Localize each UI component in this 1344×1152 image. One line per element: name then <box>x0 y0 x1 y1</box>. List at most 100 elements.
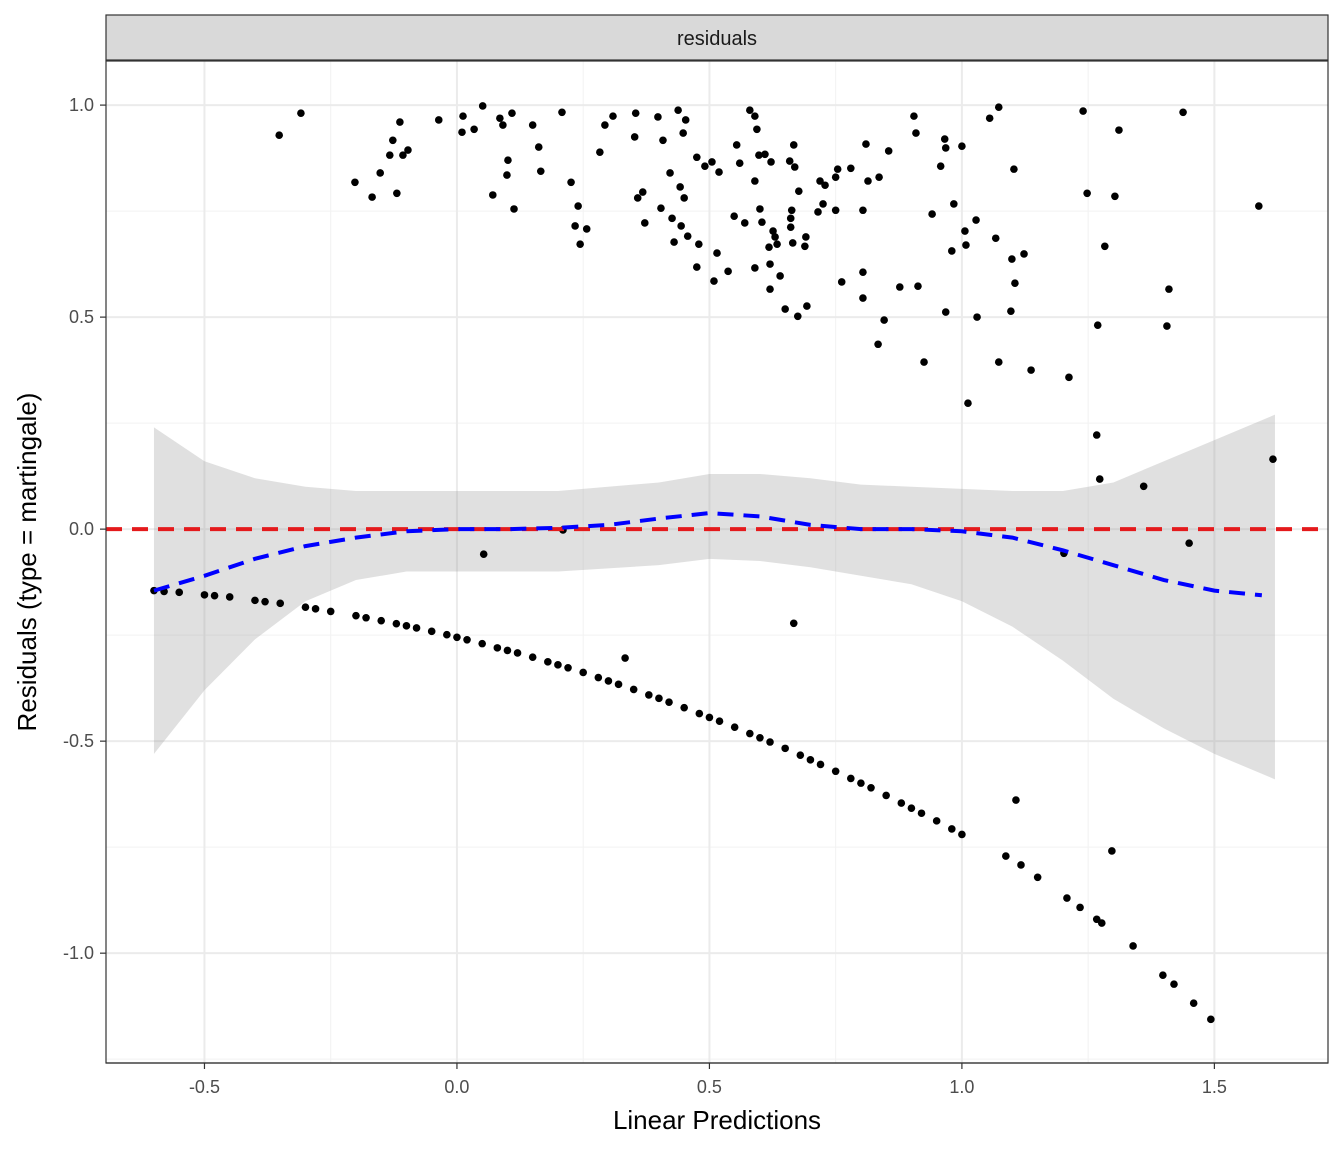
data-point <box>499 121 507 129</box>
y-tick-label: -0.5 <box>63 731 94 751</box>
data-point <box>1092 431 1101 439</box>
data-point <box>640 219 649 227</box>
data-point <box>629 685 638 694</box>
data-point <box>567 178 575 187</box>
data-point <box>1255 202 1263 210</box>
data-point <box>973 313 981 321</box>
smooth-trend-line <box>153 511 1263 598</box>
data-point <box>705 713 714 722</box>
data-point <box>1008 255 1016 263</box>
data-point <box>352 611 360 620</box>
data-point <box>746 729 754 738</box>
data-point <box>932 817 941 825</box>
data-point <box>601 121 609 129</box>
data-point <box>781 744 789 753</box>
data-point <box>756 733 764 742</box>
data-point <box>534 143 543 151</box>
data-point <box>496 114 504 123</box>
data-point <box>1170 980 1178 988</box>
data-point <box>1011 279 1019 287</box>
data-point <box>914 282 922 290</box>
data-point <box>910 112 918 120</box>
data-point <box>1179 108 1187 117</box>
data-point <box>311 605 320 613</box>
data-point <box>1185 539 1193 547</box>
data-point <box>427 627 436 636</box>
x-tick-label: -0.5 <box>189 1077 220 1097</box>
data-point <box>1115 126 1123 134</box>
confidence-band-area <box>153 414 1275 780</box>
confidence-band <box>153 414 1275 780</box>
data-point <box>210 591 219 600</box>
data-point <box>917 809 926 818</box>
data-point <box>895 283 904 291</box>
data-point <box>582 225 591 233</box>
data-point <box>897 799 906 807</box>
data-point <box>1101 242 1109 251</box>
data-point <box>773 240 781 248</box>
data-point <box>991 234 1000 243</box>
data-point <box>1189 999 1198 1008</box>
data-point <box>1207 1015 1215 1024</box>
x-tick-label: 1.0 <box>949 1077 974 1097</box>
data-point <box>732 141 741 149</box>
data-point <box>677 222 685 230</box>
data-point <box>766 260 774 268</box>
data-point <box>297 109 305 117</box>
data-point <box>735 159 744 167</box>
data-point <box>765 243 773 251</box>
data-point <box>785 157 794 165</box>
data-point <box>459 112 467 120</box>
data-point <box>793 312 802 321</box>
data-point <box>958 830 966 839</box>
data-point <box>434 116 443 124</box>
data-point <box>674 106 682 114</box>
data-point <box>847 774 855 783</box>
data-point <box>801 242 809 251</box>
data-point <box>1076 903 1084 912</box>
data-point <box>402 622 411 630</box>
data-point <box>730 212 738 220</box>
data-point <box>1093 321 1102 329</box>
data-point <box>453 633 461 642</box>
data-point <box>786 214 795 223</box>
data-point <box>767 158 775 166</box>
data-point <box>1063 894 1071 902</box>
facet-strip-label: residuals <box>677 28 757 50</box>
data-point <box>1165 285 1173 293</box>
data-point <box>351 178 359 187</box>
data-point <box>730 723 739 731</box>
data-point <box>740 219 749 227</box>
data-point <box>276 599 285 608</box>
data-point <box>368 193 376 201</box>
data-point <box>1010 165 1018 173</box>
data-point <box>528 653 537 661</box>
data-point <box>681 116 690 124</box>
data-point <box>670 238 678 246</box>
data-point <box>385 151 394 159</box>
data-point <box>668 214 676 223</box>
data-point <box>1020 250 1028 258</box>
data-point <box>769 227 777 235</box>
data-point <box>679 129 687 137</box>
data-point <box>701 162 709 170</box>
data-point <box>579 668 587 677</box>
y-tick-label: -1.0 <box>63 943 94 963</box>
data-point <box>633 194 642 202</box>
data-point <box>1007 307 1015 315</box>
data-point <box>665 698 673 706</box>
x-tick-label: 0.0 <box>444 1077 469 1097</box>
data-point <box>504 156 512 165</box>
data-point <box>941 144 950 152</box>
data-point <box>1269 455 1277 463</box>
data-point <box>1097 919 1106 927</box>
data-point <box>657 204 665 212</box>
data-point <box>958 142 966 151</box>
data-point <box>645 691 653 699</box>
x-tick-label: 1.5 <box>1202 1077 1227 1097</box>
data-point <box>746 106 754 114</box>
data-point <box>806 756 815 764</box>
data-point <box>1095 475 1104 483</box>
data-point <box>412 624 421 632</box>
